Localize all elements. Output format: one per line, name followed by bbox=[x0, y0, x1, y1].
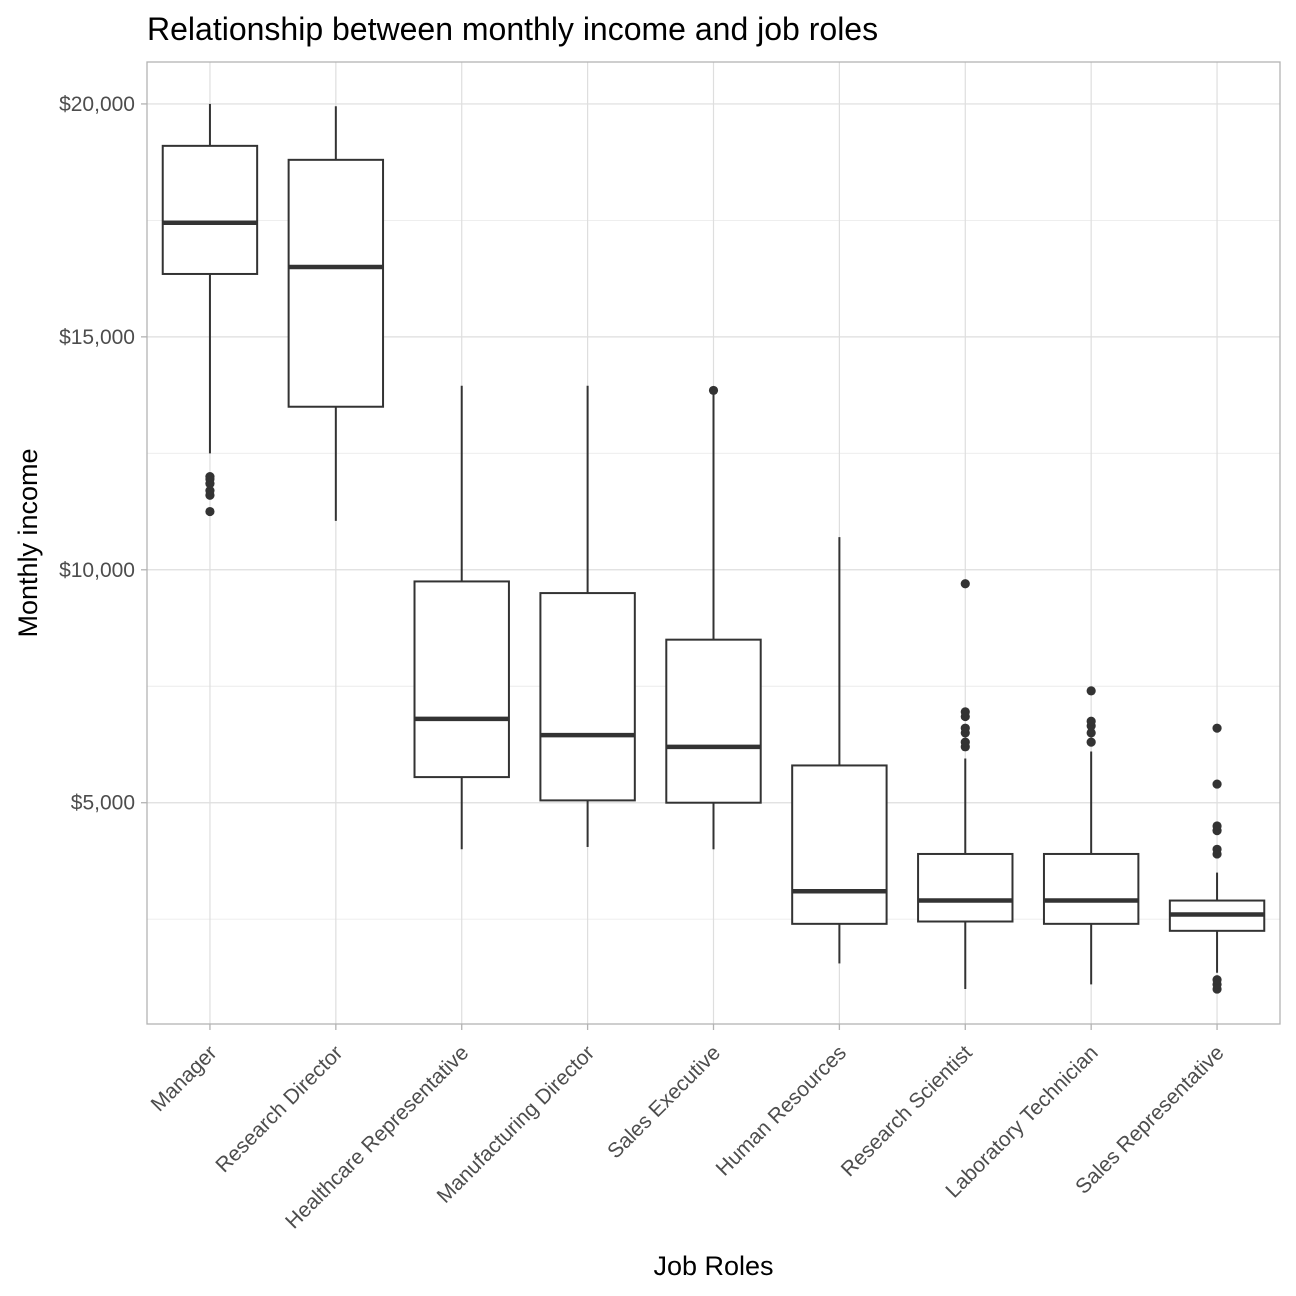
chart-title: Relationship between monthly income and … bbox=[147, 11, 878, 47]
boxplot-research-director bbox=[287, 106, 385, 521]
y-tick-label: $5,000 bbox=[71, 792, 135, 815]
x-tick-label: Manager bbox=[147, 1041, 222, 1116]
boxplot-manager bbox=[161, 103, 259, 517]
y-axis-title: Monthly income bbox=[13, 448, 43, 637]
iqr-box bbox=[161, 144, 259, 275]
outlier-point bbox=[1086, 737, 1096, 747]
outlier-point bbox=[205, 472, 215, 482]
iqr-box bbox=[665, 638, 762, 804]
boxplot-research-scientist bbox=[917, 579, 1014, 990]
outlier-point bbox=[960, 737, 970, 747]
boxplot-manufacturing-director bbox=[539, 385, 636, 847]
outlier-point bbox=[708, 385, 719, 396]
iqr-box bbox=[287, 158, 385, 408]
outlier-point bbox=[1212, 779, 1222, 789]
x-axis-title: Job Roles bbox=[653, 1251, 773, 1281]
outlier-point bbox=[960, 707, 970, 717]
outlier-point bbox=[1212, 975, 1222, 985]
y-axis: $5,000 $10,000 $15,000 $20,000 bbox=[59, 93, 147, 815]
boxplot-sales-executive bbox=[665, 385, 762, 850]
iqr-box bbox=[791, 764, 888, 925]
iqr-box bbox=[917, 852, 1014, 923]
outlier-point bbox=[1212, 723, 1222, 733]
y-tick-label: $15,000 bbox=[59, 326, 135, 349]
outlier-point bbox=[1086, 728, 1096, 738]
x-tick-label: Human Resources bbox=[712, 1041, 851, 1180]
outlier-point bbox=[205, 506, 215, 517]
outlier-point bbox=[1086, 716, 1096, 726]
boxplot-healthcare-representative bbox=[413, 385, 510, 850]
x-tick-label: Research Director bbox=[211, 1041, 347, 1177]
outlier-point bbox=[1086, 686, 1096, 696]
boxplot-laboratory-technician bbox=[1042, 686, 1140, 985]
y-tick-label: $20,000 bbox=[59, 93, 135, 116]
boxplot-sales-representative bbox=[1168, 723, 1266, 994]
x-tick-label: Sales Executive bbox=[603, 1041, 725, 1163]
iqr-box bbox=[413, 580, 510, 779]
outlier-point bbox=[960, 579, 970, 589]
box-layer bbox=[161, 103, 1266, 994]
iqr-box bbox=[539, 592, 636, 802]
iqr-box bbox=[1042, 852, 1140, 925]
boxplot-human-resources bbox=[791, 537, 888, 964]
outlier-point bbox=[960, 723, 970, 733]
y-tick-label: $10,000 bbox=[59, 559, 135, 582]
x-tick-label: Research Scientist bbox=[837, 1041, 977, 1181]
outlier-point bbox=[1212, 844, 1222, 854]
outlier-point bbox=[1212, 821, 1222, 831]
outlier-point bbox=[205, 485, 215, 496]
